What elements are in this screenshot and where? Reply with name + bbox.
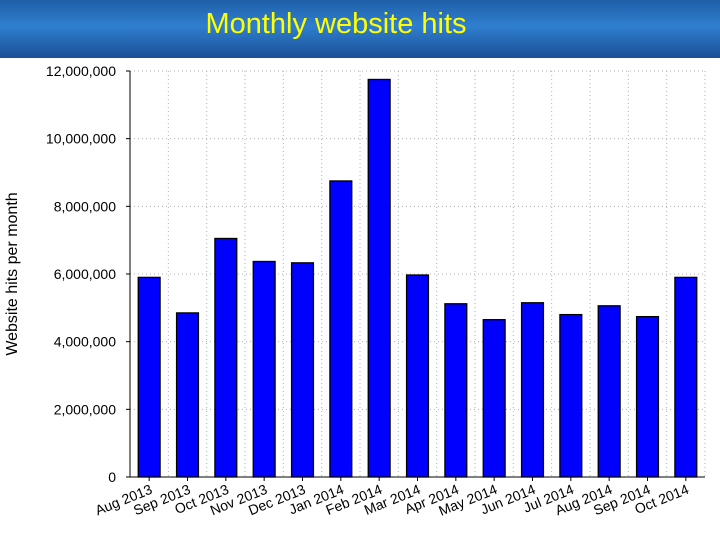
bar <box>329 180 353 478</box>
bar <box>137 276 161 478</box>
bar-chart: Website hits per month 0 2,000,000 4,000,0… <box>4 63 706 519</box>
bar <box>444 303 468 478</box>
bar <box>635 315 660 478</box>
y-axis-label: Website hits per month <box>4 192 21 355</box>
bar <box>559 313 583 478</box>
header-band <box>0 0 720 58</box>
y-tick-label: 12,000,000 <box>46 63 116 79</box>
y-tick-label: 8,000,000 <box>54 198 116 214</box>
bar <box>405 274 430 478</box>
bar <box>252 260 276 478</box>
bar <box>482 319 506 478</box>
bar <box>175 312 200 478</box>
bar <box>674 276 698 478</box>
bars <box>137 78 698 478</box>
y-tick-label: 4,000,000 <box>54 334 116 350</box>
y-tick-label: 10,000,000 <box>46 131 116 147</box>
bar <box>290 262 315 478</box>
bar <box>367 78 391 478</box>
bar <box>214 237 238 478</box>
bar <box>520 302 545 478</box>
y-tick-label: 0 <box>108 469 116 485</box>
y-tick-label: 6,000,000 <box>54 266 116 282</box>
bar <box>597 305 621 478</box>
slide-title: Monthly website hits <box>205 8 467 40</box>
y-tick-labels: 0 2,000,000 4,000,000 6,000,000 8,000,000 10,… <box>46 63 130 485</box>
y-tick-label: 2,000,000 <box>54 401 116 417</box>
